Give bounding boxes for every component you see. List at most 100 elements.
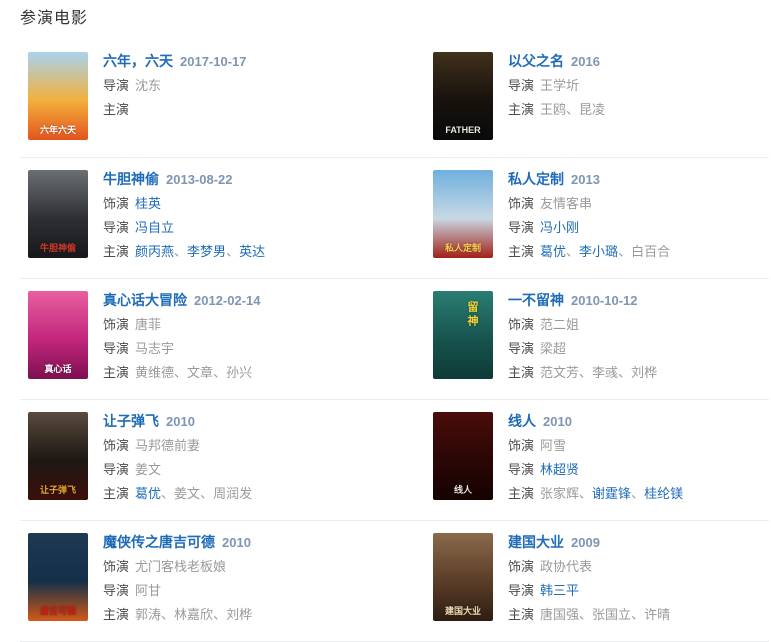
- credit-line: 饰演 尤门客栈老板娘: [103, 558, 252, 576]
- movie-poster[interactable]: 私人定制: [433, 170, 493, 258]
- credit-label: 饰演: [508, 438, 535, 453]
- credit-name-link[interactable]: 李梦男: [187, 244, 227, 259]
- movie-info: 让子弹飞 2010 饰演 马邦德前妻 导演 姜文 主演 葛优、姜文、周润发: [103, 412, 252, 503]
- credit-name: 白百合: [631, 244, 671, 259]
- credit-label: 导演: [103, 462, 130, 477]
- credit-name-link[interactable]: 英达: [239, 244, 266, 259]
- credit-line: 主演: [103, 101, 247, 119]
- movie-poster[interactable]: FATHER: [433, 52, 493, 140]
- movie-info: 一不留神 2010-10-12 饰演 范二姐 导演 梁超 主演 范文芳、李彧、刘桦: [508, 291, 657, 382]
- movie-card: 牛胆神偷 牛胆神偷 2013-08-22 饰演 桂英 导演 冯自立 主演 颜丙燕、李梦男、英达: [28, 170, 433, 261]
- movie-row: 六年六天 六年，六天 2017-10-17 导演 沈东 主演 FATHER 以父之名 2016 导…: [20, 40, 769, 158]
- movie-title-link[interactable]: 真心话大冒险: [103, 292, 187, 308]
- credit-name: 李彧: [592, 365, 619, 380]
- credit-name-link[interactable]: 桂纶镁: [644, 486, 684, 501]
- credit-name-link[interactable]: 韩三平: [540, 583, 580, 598]
- credit-line: 导演 韩三平: [508, 582, 670, 600]
- movie-title-link[interactable]: 建国大业: [508, 534, 564, 550]
- credit-name: 刘桦: [631, 365, 658, 380]
- credit-line: 饰演 阿雪: [508, 437, 683, 455]
- credit-name-link[interactable]: 谢霆锋: [592, 486, 632, 501]
- credit-name: 政协代表: [540, 559, 593, 574]
- movie-poster[interactable]: 牛胆神偷: [28, 170, 88, 258]
- credit-name: 尤门客栈老板娘: [135, 559, 227, 574]
- credit-name: 沈东: [135, 78, 162, 93]
- movie-card: 线人 线人 2010 饰演 阿雪 导演 林超贤 主演 张家辉、谢霆锋、桂纶镁: [433, 412, 769, 503]
- movie-title-link[interactable]: 魔侠传之唐吉可德: [103, 534, 215, 550]
- name-separator: 、: [161, 607, 175, 622]
- movie-title-link[interactable]: 一不留神: [508, 292, 564, 308]
- movie-title-link[interactable]: 以父之名: [508, 53, 564, 69]
- name-separator: 、: [566, 244, 580, 259]
- credit-name-link[interactable]: 葛优: [540, 244, 567, 259]
- movie-row: 真心话 真心话大冒险 2012-02-14 饰演 唐菲 导演 马志宇 主演 黄维德、文章、孙兴 留…: [20, 279, 769, 400]
- credit-name-link[interactable]: 林超贤: [540, 462, 580, 477]
- credit-label: 主演: [508, 365, 535, 380]
- movie-poster[interactable]: 唐吉可德: [28, 533, 88, 621]
- credit-name: 昆凌: [579, 102, 606, 117]
- credit-line: 主演 唐国强、张国立、许晴: [508, 606, 670, 624]
- name-separator: 、: [631, 486, 645, 501]
- name-separator: 、: [618, 365, 632, 380]
- movie-title-link[interactable]: 线人: [508, 413, 536, 429]
- credit-name: 文章: [187, 365, 214, 380]
- credit-name: 郭涛: [135, 607, 162, 622]
- movie-title-line: 让子弹飞 2010: [103, 412, 252, 431]
- credit-name: 唐菲: [135, 317, 162, 332]
- name-separator: 、: [618, 244, 632, 259]
- movie-title-line: 一不留神 2010-10-12: [508, 291, 657, 310]
- movie-title-line: 牛胆神偷 2013-08-22: [103, 170, 265, 189]
- movie-title-link[interactable]: 牛胆神偷: [103, 171, 159, 187]
- movie-poster[interactable]: 真心话: [28, 291, 88, 379]
- credit-line: 饰演 友情客串: [508, 195, 670, 213]
- credit-label: 饰演: [508, 196, 535, 211]
- credit-label: 主演: [508, 486, 535, 501]
- movie-title-link[interactable]: 六年，六天: [103, 53, 173, 69]
- poster-title-text: 留神: [466, 301, 478, 329]
- credit-line: 饰演 桂英: [103, 195, 265, 213]
- movie-card: 建国大业 建国大业 2009 饰演 政协代表 导演 韩三平 主演 唐国强、张国立、许晴: [433, 533, 769, 624]
- movie-title-link[interactable]: 让子弹飞: [103, 413, 159, 429]
- movie-title-line: 魔侠传之唐吉可德 2010: [103, 533, 252, 552]
- movie-title-line: 建国大业 2009: [508, 533, 670, 552]
- movie-card: 真心话 真心话大冒险 2012-02-14 饰演 唐菲 导演 马志宇 主演 黄维德、文章、孙兴: [28, 291, 433, 382]
- movie-release-date: 2010: [222, 535, 251, 550]
- movie-poster[interactable]: 留神: [433, 291, 493, 379]
- credit-line: 导演 沈东: [103, 77, 247, 95]
- credit-name-link[interactable]: 李小璐: [579, 244, 619, 259]
- movie-poster[interactable]: 六年六天: [28, 52, 88, 140]
- credit-label: 饰演: [103, 317, 130, 332]
- credit-line: 主演 王鸥、昆凌: [508, 101, 605, 119]
- credit-name: 马邦德前妻: [135, 438, 201, 453]
- credit-name-link[interactable]: 葛优: [135, 486, 162, 501]
- movie-poster[interactable]: 线人: [433, 412, 493, 500]
- credit-name-link[interactable]: 颜丙燕: [135, 244, 175, 259]
- name-separator: 、: [200, 486, 214, 501]
- credit-name-link[interactable]: 桂英: [135, 196, 162, 211]
- credit-name: 林嘉欣: [174, 607, 214, 622]
- movie-card: 六年六天 六年，六天 2017-10-17 导演 沈东主演: [28, 52, 433, 140]
- poster-title-text: 让子弹飞: [39, 485, 76, 495]
- name-separator: 、: [226, 244, 240, 259]
- movie-card: 唐吉可德 魔侠传之唐吉可德 2010 饰演 尤门客栈老板娘 导演 阿甘 主演 郭涛、林嘉欣、刘桦: [28, 533, 433, 624]
- credit-label: 主演: [103, 102, 130, 117]
- movie-grid: 六年六天 六年，六天 2017-10-17 导演 沈东 主演 FATHER 以父之名 2016 导…: [20, 40, 769, 642]
- name-separator: 、: [579, 365, 593, 380]
- credit-name-link[interactable]: 冯自立: [135, 220, 175, 235]
- movie-poster[interactable]: 建国大业: [433, 533, 493, 621]
- credit-name: 范二姐: [540, 317, 580, 332]
- credit-line: 主演 颜丙燕、李梦男、英达: [103, 243, 265, 261]
- credit-name-link[interactable]: 冯小刚: [540, 220, 580, 235]
- credit-name: 王鸥: [540, 102, 567, 117]
- credit-name: 孙兴: [226, 365, 253, 380]
- movie-title-link[interactable]: 私人定制: [508, 171, 564, 187]
- credit-name: 许晴: [644, 607, 671, 622]
- name-separator: 、: [213, 607, 227, 622]
- poster-title-text: 建国大业: [444, 606, 481, 616]
- credit-label: 主演: [103, 607, 130, 622]
- movie-poster[interactable]: 让子弹飞: [28, 412, 88, 500]
- movie-card: 让子弹飞 让子弹飞 2010 饰演 马邦德前妻 导演 姜文 主演 葛优、姜文、周润发: [28, 412, 433, 503]
- movie-release-date: 2017-10-17: [180, 54, 247, 69]
- credit-name: 梁超: [540, 341, 567, 356]
- credit-line: 导演 林超贤: [508, 461, 683, 479]
